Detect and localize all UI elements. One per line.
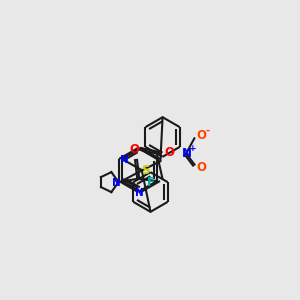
Text: -: - (206, 126, 210, 136)
Text: S: S (142, 164, 150, 177)
Text: +: + (189, 144, 197, 153)
Text: O: O (165, 146, 175, 159)
Text: O: O (129, 143, 139, 156)
Text: N: N (135, 188, 143, 198)
Text: N: N (182, 147, 192, 160)
Text: O: O (196, 161, 206, 174)
Text: N: N (119, 155, 128, 165)
Text: N: N (112, 178, 121, 188)
Text: O: O (196, 129, 206, 142)
Text: F: F (146, 176, 154, 189)
